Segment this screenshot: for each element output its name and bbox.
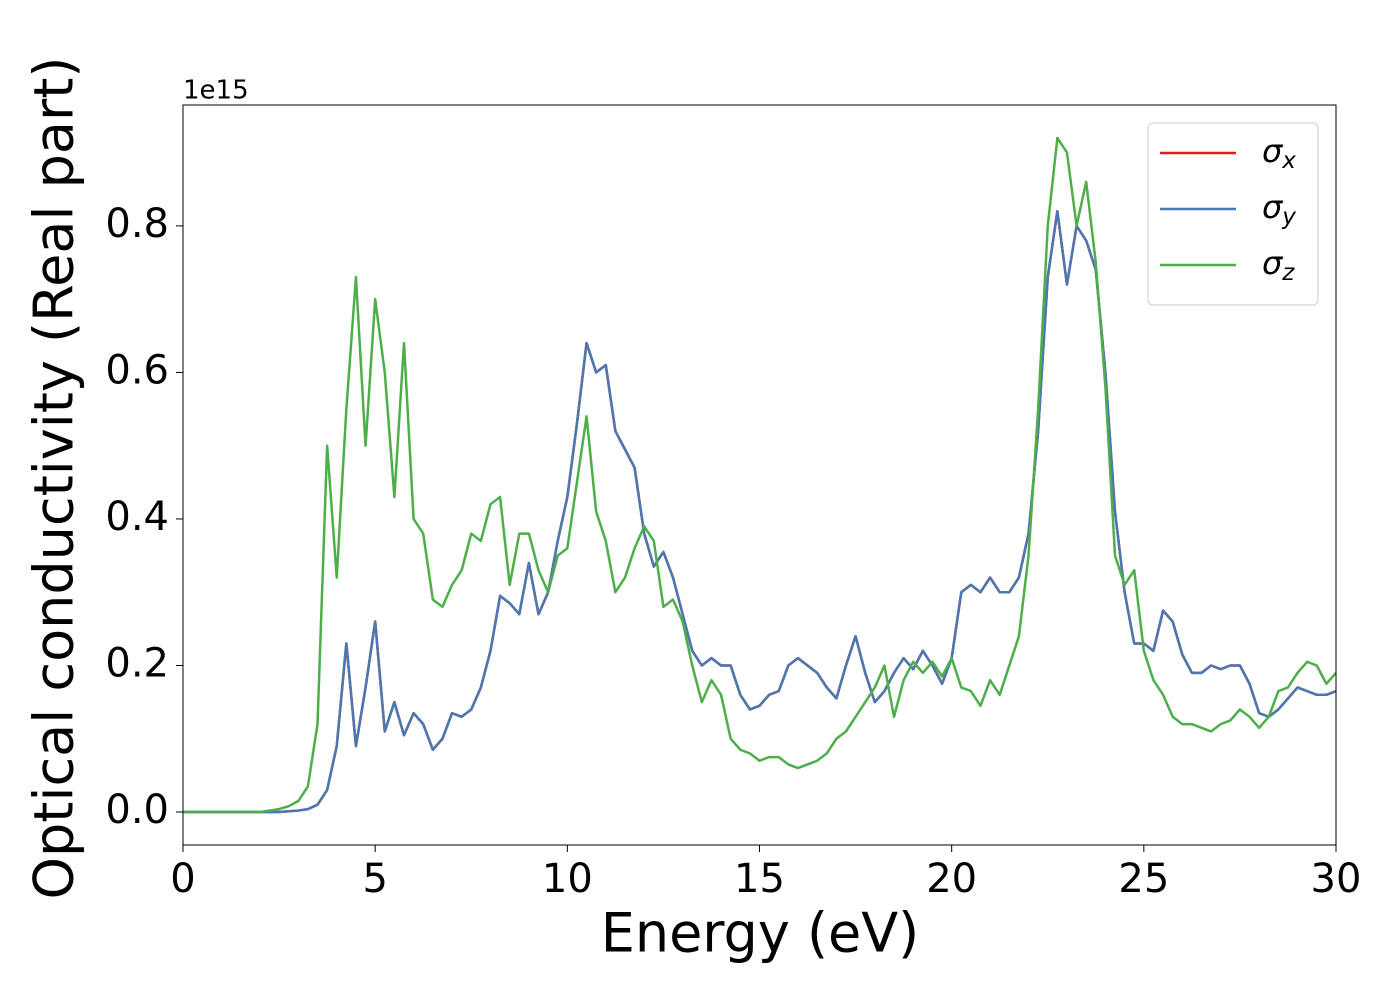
y-tick-label: 0.4 (105, 494, 169, 540)
legend-label: σx (1262, 132, 1296, 174)
y-tick-label: 0.2 (105, 640, 169, 686)
x-axis-label: Energy (eV) (601, 902, 920, 965)
legend-label: σz (1262, 244, 1295, 286)
legend-label: σy (1262, 188, 1296, 230)
x-tick-label: 5 (362, 856, 387, 902)
y-tick-label: 0.0 (105, 787, 169, 833)
y-axis-label: Optical conductivity (Real part) (23, 57, 86, 900)
y-offset-label: 1e15 (183, 76, 249, 106)
x-tick-label: 10 (542, 856, 593, 902)
y-tick-label: 0.8 (105, 201, 169, 247)
y-tick-label: 0.6 (105, 347, 169, 393)
series-line (183, 136, 1336, 814)
x-tick-label: 0 (170, 856, 195, 902)
x-tick-label: 20 (926, 856, 977, 902)
plot-frame (182, 104, 1337, 846)
legend-box (1147, 122, 1319, 306)
x-tick-label: 30 (1311, 856, 1362, 902)
x-tick-label: 15 (734, 856, 785, 902)
x-tick-label: 25 (1118, 856, 1169, 902)
